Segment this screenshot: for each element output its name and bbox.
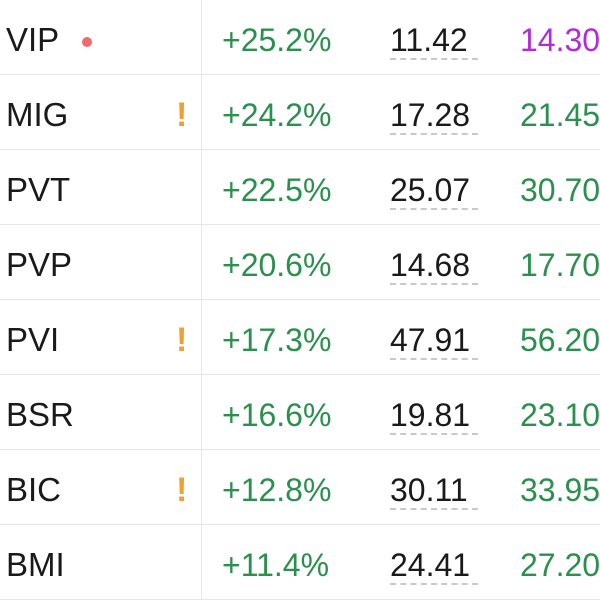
alert-dot-icon (82, 37, 92, 47)
ticker-symbol[interactable]: PVI (6, 321, 60, 358)
current-price[interactable]: 24.41 (390, 547, 471, 583)
warning-icon: ! (176, 96, 188, 134)
current-price[interactable]: 11.42 (390, 22, 468, 58)
ticker-symbol[interactable]: BMI (6, 546, 65, 583)
current-price[interactable]: 19.81 (390, 397, 471, 433)
change-percent: +16.6% (222, 397, 332, 433)
ticker-symbol[interactable]: VIP (6, 21, 60, 58)
change-percent: +24.2% (222, 97, 332, 133)
target-price: 27.20 (520, 547, 600, 583)
table-row[interactable]: PVT +22.5% 25.07 30.70 (0, 150, 600, 225)
change-percent: +12.8% (222, 472, 332, 508)
current-price[interactable]: 25.07 (390, 172, 471, 208)
price-underline (390, 433, 478, 435)
price-underline (390, 208, 478, 210)
current-price[interactable]: 14.68 (390, 247, 471, 283)
price-underline (390, 283, 478, 285)
table-row[interactable]: BIC ! +12.8% 30.11 33.95 (0, 450, 600, 525)
column-divider (201, 0, 202, 600)
target-price: 14.30 (520, 22, 600, 58)
current-price[interactable]: 30.11 (390, 472, 468, 508)
warning-icon: ! (176, 471, 188, 509)
current-price[interactable]: 47.91 (390, 322, 471, 358)
change-percent: +11.4% (222, 547, 330, 583)
price-underline (390, 358, 478, 360)
change-percent: +22.5% (222, 172, 332, 208)
target-price: 30.70 (520, 172, 600, 208)
price-underline (390, 133, 478, 135)
target-price: 17.70 (520, 247, 600, 283)
price-underline (390, 58, 478, 60)
warning-icon: ! (176, 321, 188, 359)
table-row[interactable]: BSR +16.6% 19.81 23.10 (0, 375, 600, 450)
ticker-symbol[interactable]: MIG (6, 96, 69, 133)
ticker-symbol[interactable]: BSR (6, 396, 74, 433)
ticker-symbol[interactable]: PVT (6, 171, 71, 208)
change-percent: +25.2% (222, 22, 332, 58)
target-price: 23.10 (520, 397, 600, 433)
table-row[interactable]: MIG ! +24.2% 17.28 21.45 (0, 75, 600, 150)
target-price: 33.95 (520, 472, 600, 508)
price-underline (390, 583, 478, 585)
ticker-symbol[interactable]: BIC (6, 471, 62, 508)
ticker-symbol[interactable]: PVP (6, 246, 73, 283)
change-percent: +17.3% (222, 322, 332, 358)
table-row[interactable]: PVI ! +17.3% 47.91 56.20 (0, 300, 600, 375)
table-row[interactable]: BMI +11.4% 24.41 27.20 (0, 525, 600, 600)
table-row[interactable]: VIP +25.2% 11.42 14.30 (0, 0, 600, 75)
target-price: 21.45 (520, 97, 600, 133)
change-percent: +20.6% (222, 247, 332, 283)
target-price: 56.20 (520, 322, 600, 358)
current-price[interactable]: 17.28 (390, 97, 471, 133)
price-underline (390, 508, 478, 510)
table-row[interactable]: PVP +20.6% 14.68 17.70 (0, 225, 600, 300)
